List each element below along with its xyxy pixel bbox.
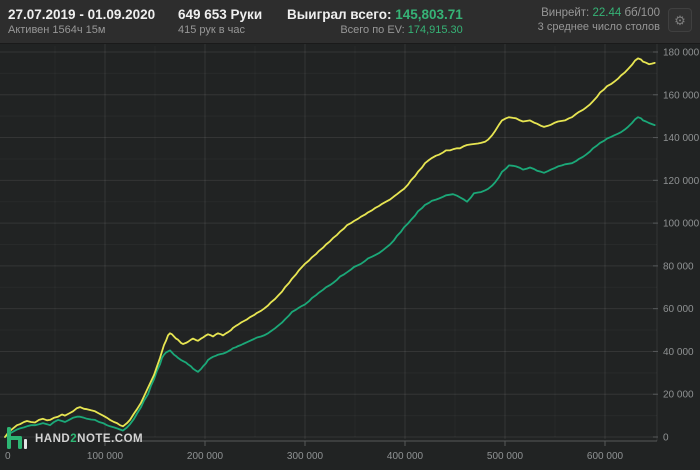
winrate-line: Винрейт: 22.44 бб/100	[538, 6, 660, 20]
x-tick-label: 200 000	[187, 451, 224, 462]
date-range: 27.07.2019 - 01.09.2020	[8, 7, 156, 22]
y-tick-label: 20 000	[663, 390, 694, 401]
active-time: Активен 1564ч 15м	[8, 24, 106, 36]
hand2note-logo: HAND2NOTE.COM	[6, 426, 143, 451]
y-tick-label: 60 000	[663, 304, 694, 315]
y-tick-label: 120 000	[663, 176, 700, 187]
ev-label: Всего по EV:	[340, 24, 405, 36]
avg-tables: 3 среднее число столов	[537, 21, 660, 33]
y-tick-label: 40 000	[663, 347, 694, 358]
ev-line	[4, 57, 656, 438]
hand2note-logo-icon	[7, 427, 27, 449]
graph-background	[0, 44, 700, 470]
winrate-value: 22.44	[592, 7, 622, 19]
date-range-block: 27.07.2019 - 01.09.2020 Активен 1564ч 15…	[8, 6, 155, 37]
x-tick-label: 100 000	[87, 451, 124, 462]
settings-button[interactable]: ⚙	[668, 8, 692, 32]
hands-per-hour: 415 рук в час	[178, 24, 246, 36]
y-tick-label: 160 000	[663, 90, 700, 101]
axes	[108, 44, 658, 442]
y-tick-label: 140 000	[663, 133, 700, 144]
y-axis-labels: 0 20 000 40 000 60 000 80 000 100 000 120 000 1…	[653, 48, 700, 444]
y-tick-label: 180 000	[663, 48, 700, 59]
gear-icon: ⚙	[674, 13, 686, 28]
x-tick-label: 400 000	[387, 451, 424, 462]
x-tick-label: 600 000	[587, 451, 624, 462]
graph-canvas[interactable]: 0 100 000 200 000 300 000 400 000 500 000 600 …	[0, 44, 700, 470]
stats-header: 27.07.2019 - 01.09.2020 Активен 1564ч 15…	[0, 0, 700, 44]
hands-total: 649 653 Руки	[178, 7, 263, 22]
winrate-unit: бб/100	[624, 7, 660, 19]
x-axis-labels: 0 100 000 200 000 300 000 400 000 500 000 600 …	[5, 441, 624, 462]
won-label: Выиграл всего:	[287, 7, 392, 22]
winnings-graph[interactable]: 0 100 000 200 000 300 000 400 000 500 000 600 …	[0, 44, 700, 470]
won-value: 145,803.71	[395, 7, 463, 22]
hand2note-logo-text: HAND2NOTE.COM	[35, 432, 144, 445]
x-tick-label: 500 000	[487, 451, 524, 462]
ev-total-line: Всего по EV: 174,915.30	[287, 23, 463, 37]
y-tick-label: 100 000	[663, 219, 700, 230]
winnings-line	[4, 116, 656, 438]
x-tick-label: 300 000	[287, 451, 324, 462]
winrate-block: Винрейт: 22.44 бб/100 3 среднее число ст…	[538, 6, 660, 34]
hands-block: 649 653 Руки 415 рук в час	[178, 6, 262, 37]
x-tick-label: 0	[5, 451, 11, 462]
y-tick-label: 80 000	[663, 261, 694, 272]
ev-value: 174,915.30	[407, 24, 463, 36]
winrate-label: Винрейт:	[541, 7, 590, 19]
won-total-line: Выиграл всего: 145,803.71	[287, 6, 463, 23]
y-tick-label: 0	[663, 433, 669, 444]
grid-major	[0, 44, 657, 439]
winnings-block: Выиграл всего: 145,803.71 Всего по EV: 1…	[287, 6, 463, 37]
